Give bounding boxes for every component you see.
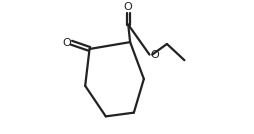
Text: O: O bbox=[124, 2, 133, 12]
Text: O: O bbox=[150, 50, 159, 60]
Text: O: O bbox=[62, 38, 71, 48]
